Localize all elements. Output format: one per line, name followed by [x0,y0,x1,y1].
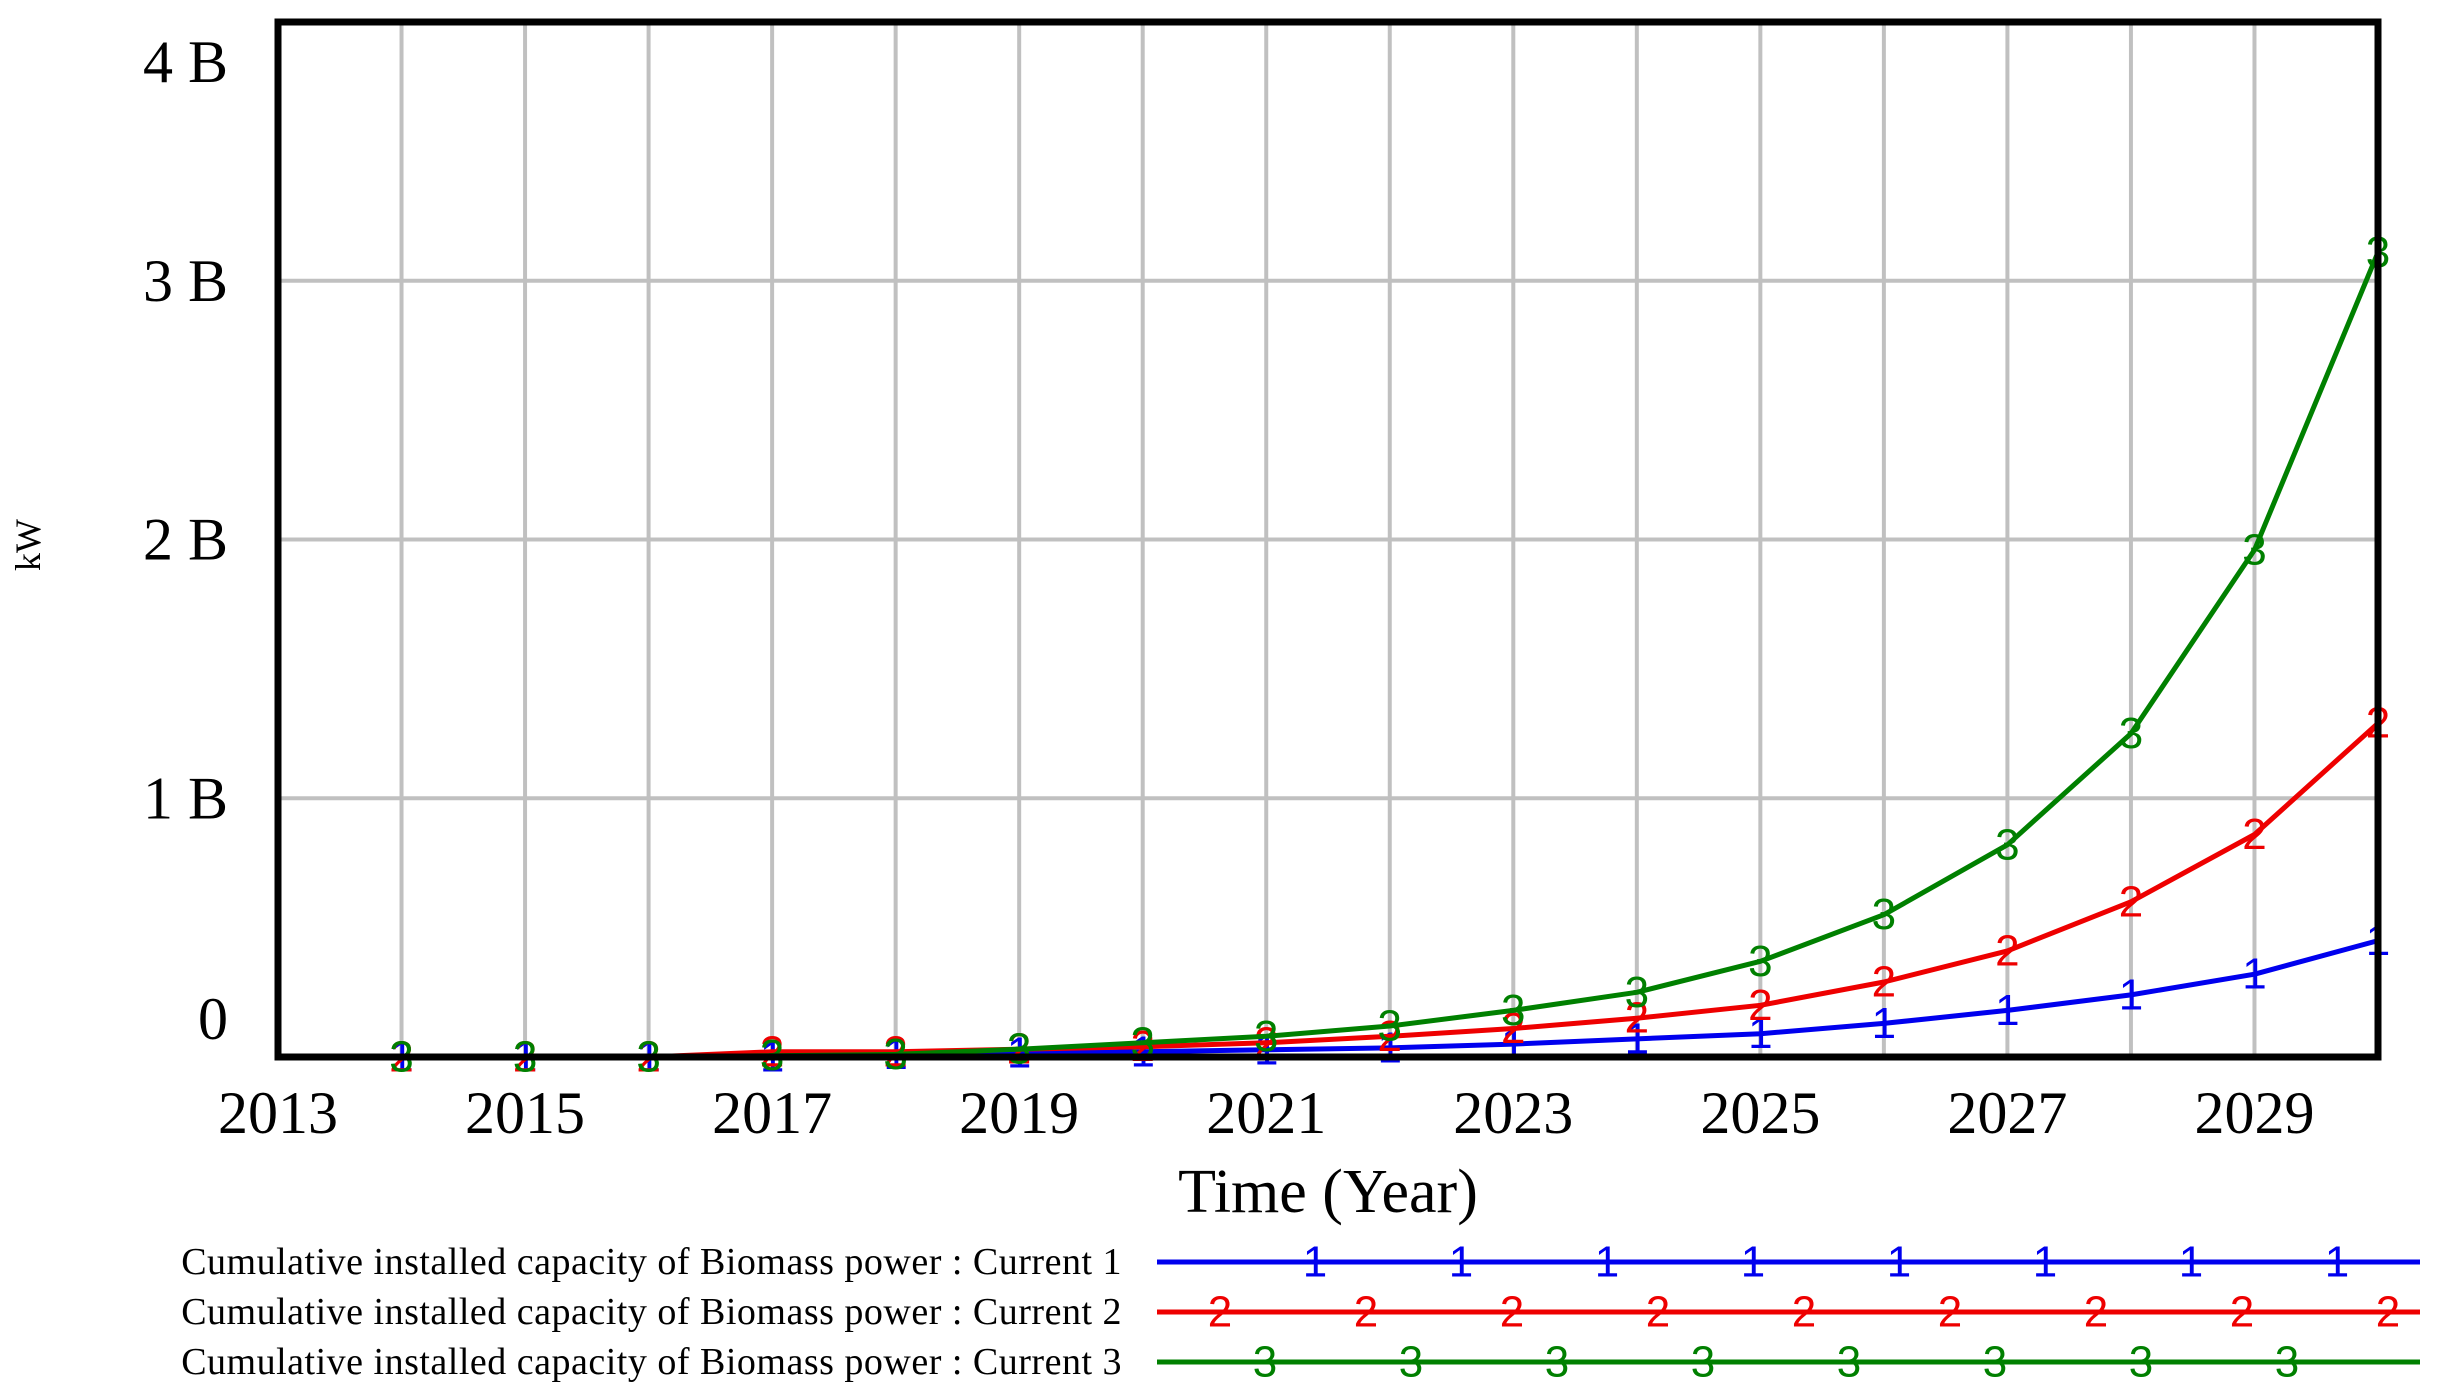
data-point-marker: 2 [1130,1022,1154,1071]
y-tick-labels: 0 1 B 2 B 3 B 4 B [143,29,228,1052]
x-tick-label: 2023 [1453,1080,1573,1146]
x-tick-label: 2013 [218,1080,338,1146]
y-tick-label: 1 B [143,765,228,831]
x-tick-labels: 2013 2015 2017 2019 2021 2023 2025 2027 2029 [218,1080,2314,1146]
legend-marker: 3 [2129,1338,2153,1387]
legend-marker: 1 [1595,1238,1619,1287]
y-tick-label: 2 B [143,507,228,573]
legend-marker: 2 [1208,1288,1232,1337]
x-tick-label: 2015 [465,1080,585,1146]
data-point-marker: 1 [1872,999,1896,1048]
data-point-marker: 2 [760,1027,784,1076]
data-point-marker: 3 [1501,986,1525,1035]
data-point-marker: 3 [1748,937,1772,986]
legend-marker: 2 [1354,1288,1378,1337]
legend-marker: 2 [1500,1288,1524,1337]
legend-marker: 2 [2230,1288,2254,1337]
data-point-marker: 3 [1378,1001,1402,1050]
data-point-marker: 3 [2119,709,2143,758]
data-point-marker: 1 [1007,1029,1031,1078]
legend-marker: 3 [1691,1338,1715,1387]
data-point-marker: 1 [1378,1023,1402,1072]
legend-marker: 3 [1253,1338,1277,1387]
legend: Cumulative installed capacity of Biomass… [181,1238,2420,1387]
legend-marker: 3 [2275,1338,2299,1387]
data-point-marker: 2 [1872,957,1896,1006]
x-tick-label: 2017 [712,1080,832,1146]
x-tick-label: 2025 [1700,1080,1820,1146]
legend-marker: 3 [1399,1338,1423,1387]
legend-marker: 1 [1741,1238,1765,1287]
data-point-marker: 1 [2119,970,2143,1019]
series-line [278,251,2381,1060]
data-point-marker: 3 [2242,525,2266,574]
grid [278,22,2378,1057]
legend-marker: 1 [2325,1238,2349,1287]
data-point-marker: 3 [1872,890,1896,939]
legend-marker: 3 [1545,1338,1569,1387]
y-tick-label: 0 [198,986,228,1052]
data-point-marker: 2 [1378,1012,1402,1061]
data-point-marker: 3 [1007,1025,1031,1074]
data-point-marker: 3 [1995,820,2019,869]
legend-marker: 3 [1983,1338,2007,1387]
x-axis-label: Time (Year) [1178,1158,1478,1226]
legend-marker: 2 [1646,1288,1670,1337]
y-tick-label: 4 B [143,29,228,95]
data-point-marker: 2 [2242,810,2266,859]
x-tick-label: 2021 [1206,1080,1326,1146]
data-point-marker: 2 [1748,981,1772,1030]
legend-marker: 1 [2179,1238,2203,1287]
legend-marker: 1 [1303,1238,1327,1287]
legend-marker: 2 [1792,1288,1816,1337]
x-tick-label: 2027 [1947,1080,2067,1146]
legend-label: Cumulative installed capacity of Biomass… [181,1241,1122,1283]
y-tick-label: 3 B [143,248,228,314]
legend-marker: 2 [1938,1288,1962,1337]
legend-marker: 2 [2084,1288,2108,1337]
data-point-marker: 2 [2119,877,2143,926]
data-point-marker: 1 [1748,1009,1772,1058]
data-point-marker: 1 [2242,950,2266,999]
data-point-marker: 3 [1625,968,1649,1017]
plot-frame [274,18,2382,1061]
y-axis-label: kW [8,519,48,571]
data-point-marker: 1 [1130,1027,1154,1076]
legend-marker: 3 [1837,1338,1861,1387]
legend-label: Cumulative installed capacity of Biomass… [181,1291,1122,1333]
legend-marker: 1 [1887,1238,1911,1287]
legend-marker: 2 [2376,1288,2400,1337]
x-tick-label: 2029 [2194,1080,2314,1146]
data-point-marker: 2 [1625,994,1649,1043]
legend-label: Cumulative installed capacity of Biomass… [181,1341,1122,1383]
legend-marker: 1 [1449,1238,1473,1287]
x-tick-label: 2019 [959,1080,1079,1146]
series-line [278,721,2380,1060]
data-point-marker: 1 [1995,986,2019,1035]
legend-marker: 1 [2033,1238,2057,1287]
data-point-marker: 2 [1995,926,2019,975]
data-point-marker: 3 [1254,1012,1278,1061]
